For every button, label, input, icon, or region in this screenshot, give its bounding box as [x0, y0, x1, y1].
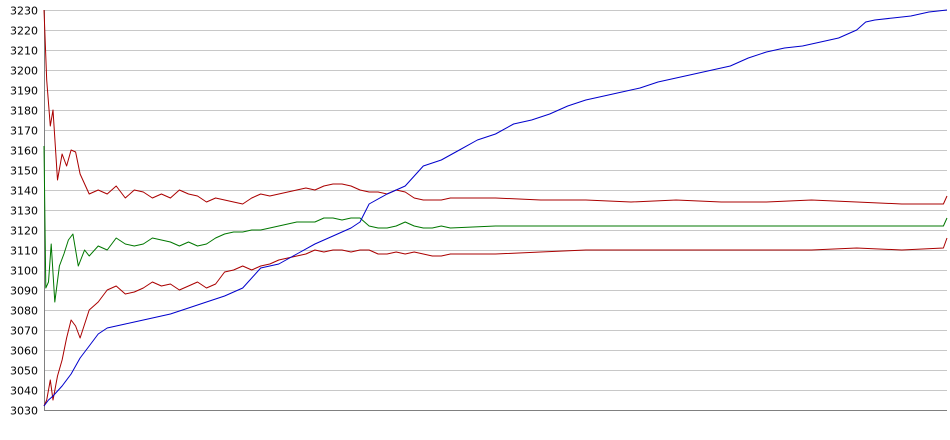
series-lines	[43, 9, 948, 407]
series-line-lower-band	[43, 237, 948, 407]
y-tick-label: 3090	[10, 285, 38, 298]
y-tick-label: 3140	[10, 185, 38, 198]
y-tick-label: 3220	[10, 25, 38, 38]
y-tick-label: 3230	[10, 5, 38, 18]
y-tick-label: 3070	[10, 325, 38, 338]
y-tick-label: 3040	[10, 385, 38, 398]
y-tick-label: 3180	[10, 105, 38, 118]
series-line-trend	[43, 9, 948, 407]
y-tick-label: 3030	[10, 405, 38, 418]
series-line-upper-band	[43, 9, 948, 205]
y-tick-label: 3200	[10, 65, 38, 78]
y-tick-label: 3150	[10, 165, 38, 178]
y-tick-label: 3190	[10, 85, 38, 98]
series-line-middle	[43, 145, 948, 303]
grid-lines	[44, 10, 947, 411]
y-tick-label: 3050	[10, 365, 38, 378]
y-tick-label: 3120	[10, 225, 38, 238]
y-axis-tick-labels: 3030 3040 3050 3060 3070 3080 3090 3100 3110 3120…	[10, 5, 38, 418]
y-tick-label: 3100	[10, 265, 38, 278]
y-tick-label: 3130	[10, 205, 38, 218]
y-tick-label: 3060	[10, 345, 38, 358]
y-tick-label: 3110	[10, 245, 38, 258]
y-tick-label: 3080	[10, 305, 38, 318]
y-tick-label: 3210	[10, 45, 38, 58]
y-tick-label: 3160	[10, 145, 38, 158]
y-tick-label: 3170	[10, 125, 38, 138]
